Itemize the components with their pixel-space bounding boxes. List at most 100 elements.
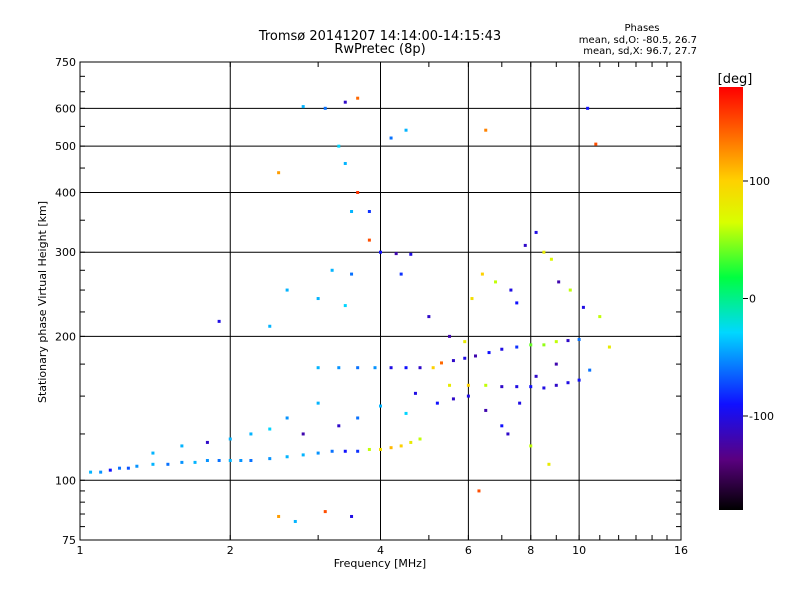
data-point [285,416,289,420]
data-point [89,470,93,474]
data-point [337,366,341,370]
data-point [99,470,103,474]
phase-x-stats: mean, sd,X: 96.7, 27.7 [583,46,697,57]
data-point [277,514,281,518]
phase-heading: Phases [624,23,659,34]
data-point [330,268,334,272]
data-point [409,440,413,444]
data-point [193,460,197,464]
data-point [293,519,297,523]
data-point [285,455,289,459]
data-point [566,381,570,385]
data-point [350,272,354,276]
data-point [500,385,504,389]
data-point [356,449,360,453]
data-point [547,462,551,466]
x-tick-label: 8 [527,544,534,557]
data-point [466,383,470,387]
data-point [217,458,221,462]
data-point [518,401,522,405]
y-tick-label: 100 [55,474,76,487]
data-point [379,447,382,451]
data-point [418,366,422,370]
data-point [542,386,546,390]
x-tick-label: 10 [572,544,586,557]
x-tick-label: 1 [77,544,84,557]
y-tick-label: 600 [55,102,76,115]
data-point [118,466,122,470]
y-tick-label: 300 [55,246,76,259]
data-point [515,301,519,305]
data-point [440,361,444,365]
data-point [404,411,408,415]
data-point [557,280,561,284]
data-point [529,444,533,448]
data-point [228,458,232,462]
data-point [588,368,592,372]
data-point [466,394,470,398]
data-point [126,466,130,470]
data-point [515,385,519,389]
x-tick-label: 2 [227,544,234,557]
y-tick-label: 400 [55,186,76,199]
data-point [542,343,546,347]
data-point [337,424,341,428]
data-point [515,345,519,349]
data-point [356,190,360,194]
y-axis-label: Stationary phase Virtual Height [km] [36,201,49,403]
data-point [316,451,320,455]
data-point [249,458,253,462]
x-tick-label: 16 [674,544,688,557]
data-point [523,243,527,247]
x-tick-label: 6 [465,544,472,557]
x-axis: 1 2 4 6 8 10 16 [77,62,688,557]
data-point [577,338,581,342]
colorbar: [deg] 100 0 -100 [718,72,774,510]
data-point [316,297,320,301]
data-point [316,401,320,405]
data-point [373,366,377,370]
data-point [554,340,558,344]
y-tick-label: 75 [62,534,76,547]
data-point [301,432,305,436]
data-point [404,366,408,370]
data-point [581,305,585,309]
data-point [598,315,602,319]
data-point [151,462,155,466]
data-point [379,250,382,254]
data-point [577,378,581,382]
data-point [542,250,546,254]
phase-o-stats: mean, sd,O: -80.5, 26.7 [579,35,697,46]
data-point [228,437,232,441]
data-point [500,347,504,351]
data-point [394,252,398,256]
data-point [166,462,170,466]
data-point [586,106,590,110]
data-point [337,144,341,148]
data-point [477,489,481,493]
data-point [549,257,553,261]
data-point [484,383,488,387]
data-point [448,334,452,338]
data-point [389,366,393,370]
chart-title: Tromsø 20141207 14:14:00-14:15:43 [258,29,501,44]
data-point [448,383,452,387]
data-point [473,354,477,358]
data-point [356,366,360,370]
colorbar-gradient [719,87,743,510]
colorbar-tick-label: -100 [749,410,774,423]
chart-subtitle: RwPretec (8p) [334,42,425,57]
data-point [367,447,371,451]
data-point [356,416,360,420]
data-point [484,128,488,132]
data-point [470,297,474,301]
data-point [534,230,538,234]
data-point [404,128,408,132]
data-point [413,391,417,395]
data-point [343,161,347,165]
data-point [409,252,413,256]
data-point [323,106,327,110]
data-point [566,339,570,343]
data-point [277,171,281,175]
